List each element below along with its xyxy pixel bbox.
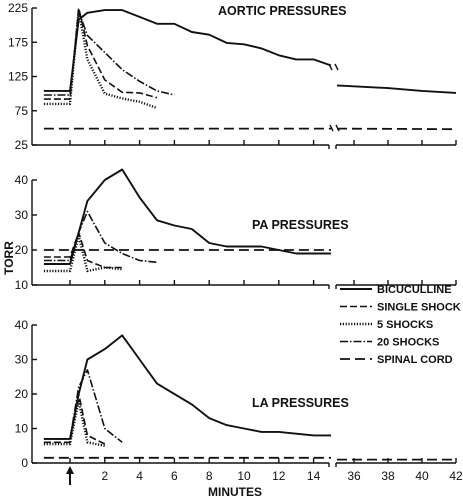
series-line-5-shocks [43, 399, 106, 447]
x-tick-label: 8 [206, 469, 213, 483]
axes-layer [31, 7, 457, 485]
y-tick-label: 175 [8, 35, 28, 49]
series-line-20-shocks [43, 10, 175, 96]
y-tick-label: 125 [8, 70, 28, 84]
legend-label-spinal-cord: SPINAL CORD [377, 354, 453, 366]
y-axis-label: TORR [2, 241, 16, 275]
x-tick-label: 36 [347, 469, 361, 483]
y-tick-label: 30 [15, 353, 29, 367]
y-tick-label: 0 [21, 456, 28, 470]
series-line-single-shock [43, 231, 123, 269]
x-tick-label: 12 [272, 469, 286, 483]
x-tick-label: 10 [237, 469, 251, 483]
labels-layer: 25 75 125 175 225 10 20 30 40 0 10 20 30 40 2 4 6 8 10 12 14… [8, 1, 463, 483]
legend-label-bicuculline: BICUCULLINE [377, 284, 452, 296]
series-line-bicuculline [43, 334, 331, 440]
series-line-spinal-cord-late [336, 127, 457, 131]
y-tick-label: 75 [15, 104, 29, 118]
injection-arrow-icon [66, 466, 74, 474]
x-axis-label: MINUTES [208, 485, 262, 499]
y-tick-label: 40 [15, 173, 29, 187]
x-tick-label: 2 [101, 469, 108, 483]
series-line-bicuculline [43, 168, 331, 265]
legend-label-20-shocks: 20 SHOCKS [377, 337, 439, 349]
panel-title-pa: PA PRESSURES [252, 218, 349, 232]
y-tick-label: 40 [15, 318, 29, 332]
series-line-20-shocks [43, 369, 123, 443]
legend: BICUCULLINE SINGLE SHOCK 5 SHOCKS 20 SHOCKS… [340, 284, 461, 366]
y-tick-label: 20 [15, 243, 29, 257]
series-line-5-shocks [43, 234, 123, 273]
series-line-5-shocks [43, 8, 158, 110]
x-tick-label: 40 [415, 469, 429, 483]
x-tick-label: 42 [449, 469, 463, 483]
y-tick-label: 30 [15, 208, 29, 222]
axis-break-slash [329, 124, 334, 132]
y-tick-label: 10 [15, 422, 29, 436]
x-tick-label: 38 [381, 469, 395, 483]
x-tick-label: 4 [136, 469, 143, 483]
series-layer [43, 7, 457, 461]
panel-title-la: LA PRESSURES [252, 396, 349, 410]
series-line-bicuculline [43, 9, 332, 92]
y-tick-label: 225 [8, 1, 28, 15]
x-tick-label: 6 [171, 469, 178, 483]
panel-title-aortic: AORTIC PRESSURES [218, 4, 347, 18]
legend-label-5-shocks: 5 SHOCKS [377, 319, 433, 331]
x-tick-label: 14 [307, 469, 321, 483]
y-tick-label: 25 [15, 138, 29, 152]
series-line-bicuculline-late [336, 84, 457, 94]
y-tick-label: 20 [15, 387, 29, 401]
series-line-20-shocks [43, 210, 158, 264]
y-tick-label: 10 [15, 278, 29, 292]
axis-break-slash [334, 63, 339, 71]
series-line-single-shock [43, 393, 106, 445]
legend-label-single-shock: SINGLE SHOCK [377, 302, 461, 314]
